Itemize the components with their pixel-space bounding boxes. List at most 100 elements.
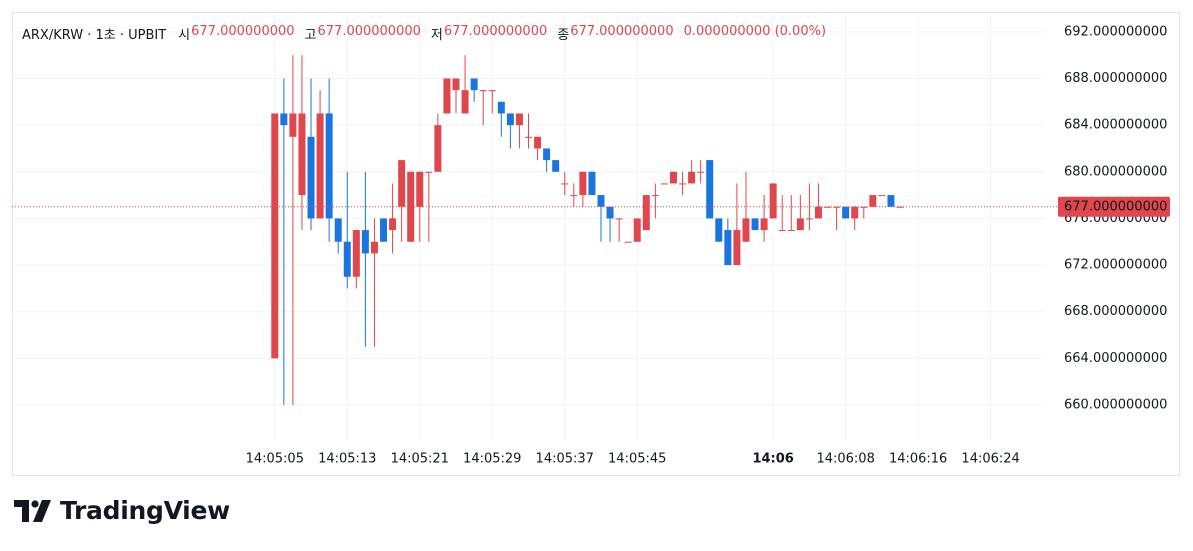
candle-body	[633, 218, 641, 242]
candle-body	[452, 78, 460, 91]
candle-body	[343, 241, 351, 277]
x-tick-label: 14:06	[752, 452, 793, 467]
candle-body	[361, 230, 369, 254]
candle-body	[660, 183, 668, 185]
candle-body	[833, 206, 841, 208]
y-tick-label: 672.000000000	[1064, 258, 1167, 273]
low-key: 저	[430, 28, 443, 43]
x-tick-label: 14:06:24	[961, 452, 1019, 467]
y-tick-label: 680.000000000	[1064, 164, 1167, 179]
candle-body	[796, 218, 804, 231]
candle-body	[570, 195, 578, 197]
candle-body	[887, 195, 895, 207]
x-tick-label: 14:06:08	[816, 452, 874, 467]
candle-body	[606, 206, 614, 219]
last-price-label: 677.000000000	[1064, 199, 1167, 214]
symbol: ARX/KRW · 1초 · UPBIT	[22, 28, 167, 43]
candle-body	[561, 183, 569, 185]
x-tick-label: 14:05:05	[246, 452, 304, 467]
candle-body	[814, 206, 822, 219]
candle-body	[769, 183, 777, 219]
candle-body	[588, 171, 596, 196]
candle-body	[325, 113, 333, 219]
branding: TradingView	[14, 496, 230, 525]
candle-body	[271, 113, 279, 359]
candle-body	[370, 241, 378, 254]
candle-body	[778, 230, 786, 232]
candle-body	[733, 230, 741, 266]
candle-body	[760, 218, 768, 231]
candle-body	[706, 160, 714, 219]
logo-text: TradingView	[60, 496, 230, 525]
candle-body	[642, 195, 650, 231]
candle-body	[470, 78, 478, 91]
candle-body	[615, 218, 623, 220]
logo-icon	[14, 499, 51, 522]
candle-body	[851, 206, 859, 219]
candle-body	[878, 195, 886, 197]
candle-body	[443, 78, 451, 114]
candle-body	[289, 113, 297, 137]
candle-body	[724, 230, 732, 266]
candle-body	[280, 113, 288, 126]
open-key: 시	[178, 28, 191, 43]
y-tick-label: 660.000000000	[1064, 398, 1167, 413]
candle-body	[552, 160, 560, 172]
y-tick-label: 684.000000000	[1064, 118, 1167, 133]
candle-body	[534, 136, 542, 149]
candle-body	[316, 113, 324, 219]
x-tick-label: 14:05:13	[318, 452, 376, 467]
candle-body	[805, 218, 813, 220]
candle-body	[679, 183, 687, 185]
candle-body	[352, 230, 360, 277]
candle-body	[461, 90, 469, 114]
candle-body	[479, 90, 487, 92]
candle-body	[398, 160, 406, 207]
candle-body	[787, 230, 795, 232]
candle-body	[824, 206, 832, 208]
candle-body	[425, 171, 433, 173]
x-tick-label: 14:06:16	[889, 452, 947, 467]
candle-body	[697, 171, 705, 173]
candle-body	[515, 113, 523, 126]
x-tick-label: 14:05:37	[536, 452, 594, 467]
y-tick-label: 664.000000000	[1064, 351, 1167, 366]
candle-body	[860, 206, 868, 208]
y-tick-label: 692.000000000	[1064, 24, 1167, 39]
x-tick-label: 14:05:29	[463, 452, 521, 467]
candle-body	[434, 125, 442, 172]
close-value: 677.000000000	[570, 24, 674, 39]
candle-body	[307, 136, 315, 219]
candle-body	[334, 218, 342, 242]
high-key: 고	[304, 28, 317, 43]
open-value: 677.000000000	[191, 24, 295, 39]
candle-body	[842, 206, 850, 219]
change-value: 0.000000000 (0.00%)	[683, 24, 827, 39]
candle-body	[669, 171, 677, 184]
low-value: 677.000000000	[443, 24, 548, 39]
candle-body	[624, 241, 632, 243]
candle-body	[497, 101, 505, 114]
candle-body	[543, 148, 551, 161]
candle-body	[389, 218, 397, 231]
candle-body	[488, 90, 496, 92]
candle-body	[298, 113, 306, 196]
candle-body	[416, 171, 424, 207]
x-tick-label: 14:05:45	[608, 452, 666, 467]
candle-body	[407, 171, 415, 242]
candle-body	[506, 113, 514, 126]
y-tick-label: 688.000000000	[1064, 71, 1167, 86]
chart-frame	[12, 12, 1180, 476]
candle-body	[688, 171, 696, 184]
candle-body	[380, 218, 388, 242]
high-value: 677.000000000	[317, 24, 421, 39]
candle-body	[579, 171, 587, 196]
candle-body	[742, 218, 750, 242]
candle-body	[751, 218, 759, 231]
x-tick-label: 14:05:21	[391, 452, 449, 467]
candle-body	[651, 195, 659, 197]
candle-body	[715, 218, 723, 242]
close-key: 종	[557, 28, 570, 43]
